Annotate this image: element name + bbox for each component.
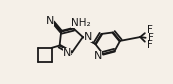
Text: F: F (147, 40, 153, 50)
Text: N: N (84, 32, 92, 42)
Text: NH₂: NH₂ (71, 18, 91, 28)
Text: F: F (148, 33, 154, 43)
Text: N: N (63, 48, 71, 58)
Text: N: N (94, 50, 102, 60)
Text: F: F (147, 25, 153, 35)
Text: N: N (46, 16, 54, 26)
